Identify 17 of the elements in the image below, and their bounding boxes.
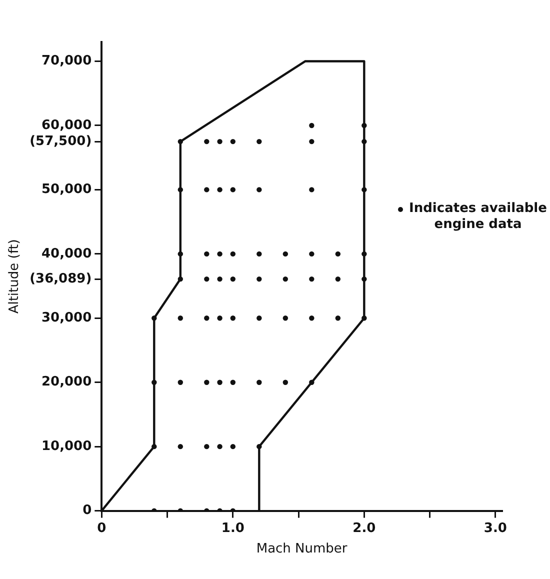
y-tick-label: 0 <box>82 503 92 518</box>
y-axis-title: Altitude (ft) <box>7 239 22 314</box>
y-tick-label: (57,500) <box>30 134 92 149</box>
y-tick-label: 70,000 <box>41 54 92 69</box>
y-tick-label: 10,000 <box>41 438 92 454</box>
y-tick-label: 40,000 <box>41 246 92 262</box>
x-tick-label: 3.0 <box>484 520 507 536</box>
y-tick-label: 20,000 <box>41 374 92 390</box>
y-tick-label: 50,000 <box>41 182 92 198</box>
x-tick-label: 1.0 <box>221 520 244 536</box>
legend-label: Indicates available engine data <box>408 201 548 234</box>
y-tick-label: (36,089) <box>30 271 92 286</box>
x-tick-label: 2.0 <box>352 520 376 536</box>
y-tick-label: 30,000 <box>41 310 92 326</box>
x-tick-label: 0 <box>97 520 106 536</box>
x-axis-title: Mach Number <box>256 542 348 557</box>
y-tick-label: 60,000 <box>41 118 92 133</box>
